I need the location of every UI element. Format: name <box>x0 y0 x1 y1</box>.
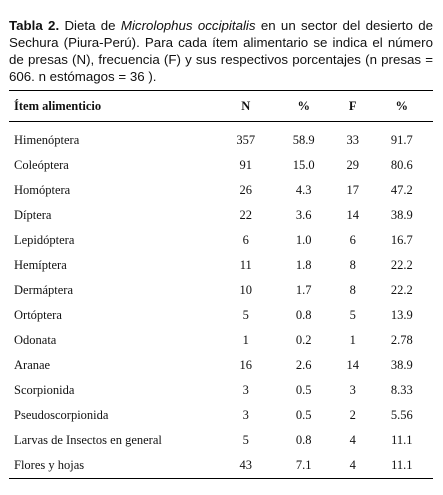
item-name: Hemíptera <box>14 258 67 272</box>
cell-value: 14 <box>346 358 359 372</box>
cell-value: 2.6 <box>295 358 312 372</box>
table-row: Ortóptera 5 0.8 5 13.9 <box>9 303 433 328</box>
cell-value: 33 <box>346 133 359 147</box>
cell-value: 1.8 <box>295 258 312 272</box>
item-name: Homóptera <box>14 183 71 197</box>
table-row: Homóptera 26 4.3 17 47.2 <box>9 178 433 203</box>
diet-table: Ítem alimenticio N% F% Himenóptera 357 58.9 3… <box>9 90 433 479</box>
cell-value: 3 <box>349 383 356 397</box>
item-name: Odonata <box>14 333 57 347</box>
table-row: Coleóptera 91 15.0 29 80.6 <box>9 153 433 178</box>
cell-value: 16 <box>239 358 253 372</box>
table-row: Díptera 22 3.6 14 38.9 <box>9 203 433 228</box>
cell-value: 22.2 <box>390 258 413 272</box>
column-header: Ítem alimenticio <box>9 90 219 122</box>
caption: Tabla 2. Dieta de Microlophus occipitali… <box>9 17 433 85</box>
cell-value: 22 <box>239 208 253 222</box>
cell-value: 11.1 <box>370 453 433 479</box>
cell-value: 26 <box>239 183 253 197</box>
item-name: Díptera <box>14 208 52 222</box>
table-row: Flores y hojas 43 7.1 4 11.1 <box>9 453 433 479</box>
item-name: Lepidóptera <box>14 233 75 247</box>
item-name: Coleóptera <box>14 158 69 172</box>
column-header: % <box>370 90 433 122</box>
cell-value: 43 <box>219 453 273 479</box>
cell-value: 15.0 <box>292 158 315 172</box>
cell-value: 5 <box>242 433 249 447</box>
item-name: Flores y hojas <box>9 453 219 479</box>
item-name: Ortóptera <box>14 308 62 322</box>
cell-value: 4.3 <box>295 183 312 197</box>
cell-value: 17 <box>346 183 359 197</box>
cell-value: 22.2 <box>390 283 413 297</box>
item-name: Dermáptera <box>14 283 73 297</box>
item-name: Pseudoscorpionida <box>14 408 109 422</box>
cell-value: 5 <box>349 308 356 322</box>
cell-value: 1.0 <box>295 233 312 247</box>
cell-value: 357 <box>236 133 256 147</box>
column-header: % <box>272 90 335 122</box>
cell-value: 10 <box>239 283 253 297</box>
cell-value: 7.1 <box>272 453 335 479</box>
cell-value: 1 <box>349 333 356 347</box>
cell-value: 11.1 <box>391 433 413 447</box>
cell-value: 0.8 <box>295 433 312 447</box>
column-header: F <box>334 90 371 122</box>
cell-value: 0.2 <box>295 333 312 347</box>
cell-value: 3.6 <box>295 208 312 222</box>
cell-value: 58.9 <box>292 133 315 147</box>
cell-value: 2 <box>349 408 356 422</box>
table-row: Scorpionida 3 0.5 3 8.33 <box>9 378 433 403</box>
table-body: Himenóptera 357 58.9 33 91.7 Coleóptera 91 15.0… <box>9 122 433 479</box>
table-row: Lepidóptera 6 1.0 6 16.7 <box>9 228 433 253</box>
cell-value: 4 <box>334 453 371 479</box>
cell-value: 0.5 <box>295 383 312 397</box>
cell-value: 6 <box>242 233 249 247</box>
cell-value: 16.7 <box>390 233 413 247</box>
caption-label: Tabla 2. <box>9 18 60 34</box>
item-name: Himenóptera <box>14 133 80 147</box>
cell-value: 29 <box>346 158 359 172</box>
cell-value: 3 <box>242 408 249 422</box>
cell-value: 6 <box>349 233 356 247</box>
table-row: Himenóptera 357 58.9 33 91.7 <box>9 122 433 154</box>
table-row: Larvas de Insectos en general 5 0.8 4 11.1 <box>9 428 433 453</box>
cell-value: 4 <box>349 433 356 447</box>
cell-value: 3 <box>242 383 249 397</box>
cell-value: 91.7 <box>390 133 413 147</box>
cell-value: 8 <box>349 283 356 297</box>
cell-value: 2.78 <box>390 333 413 347</box>
caption-text: en un sector del desierto de Sechura (Pi… <box>9 18 433 85</box>
header-row: Ítem alimenticio N% F% <box>9 90 433 122</box>
item-name: Larvas de Insectos en general <box>14 433 162 447</box>
cell-value: 0.8 <box>295 308 312 322</box>
caption-text: Dieta de <box>59 18 121 34</box>
cell-value: 80.6 <box>390 158 413 172</box>
cell-value: 47.2 <box>390 183 413 197</box>
cell-value: 1 <box>242 333 249 347</box>
table-row: Odonata 1 0.2 1 2.78 <box>9 328 433 353</box>
cell-value: 38.9 <box>390 358 413 372</box>
table-row: Hemíptera 11 1.8 8 22.2 <box>9 253 433 278</box>
table-row: Pseudoscorpionida 3 0.5 2 5.56 <box>9 403 433 428</box>
cell-value: 38.9 <box>390 208 413 222</box>
column-header: N <box>219 90 273 122</box>
item-name: Aranae <box>14 358 51 372</box>
cell-value: 8.33 <box>390 383 413 397</box>
item-name: Scorpionida <box>14 383 75 397</box>
species-name: Microlophus occipitalis <box>120 18 256 34</box>
cell-value: 5 <box>242 308 249 322</box>
cell-value: 14 <box>346 208 359 222</box>
cell-value: 91 <box>239 158 253 172</box>
cell-value: 5.56 <box>390 408 413 422</box>
table-row: Dermáptera 10 1.7 8 22.2 <box>9 278 433 303</box>
cell-value: 1.7 <box>295 283 312 297</box>
cell-value: 8 <box>349 258 356 272</box>
cell-value: 13.9 <box>390 308 413 322</box>
table-row: Aranae 16 2.6 14 38.9 <box>9 353 433 378</box>
cell-value: 0.5 <box>295 408 312 422</box>
cell-value: 11 <box>239 258 252 272</box>
